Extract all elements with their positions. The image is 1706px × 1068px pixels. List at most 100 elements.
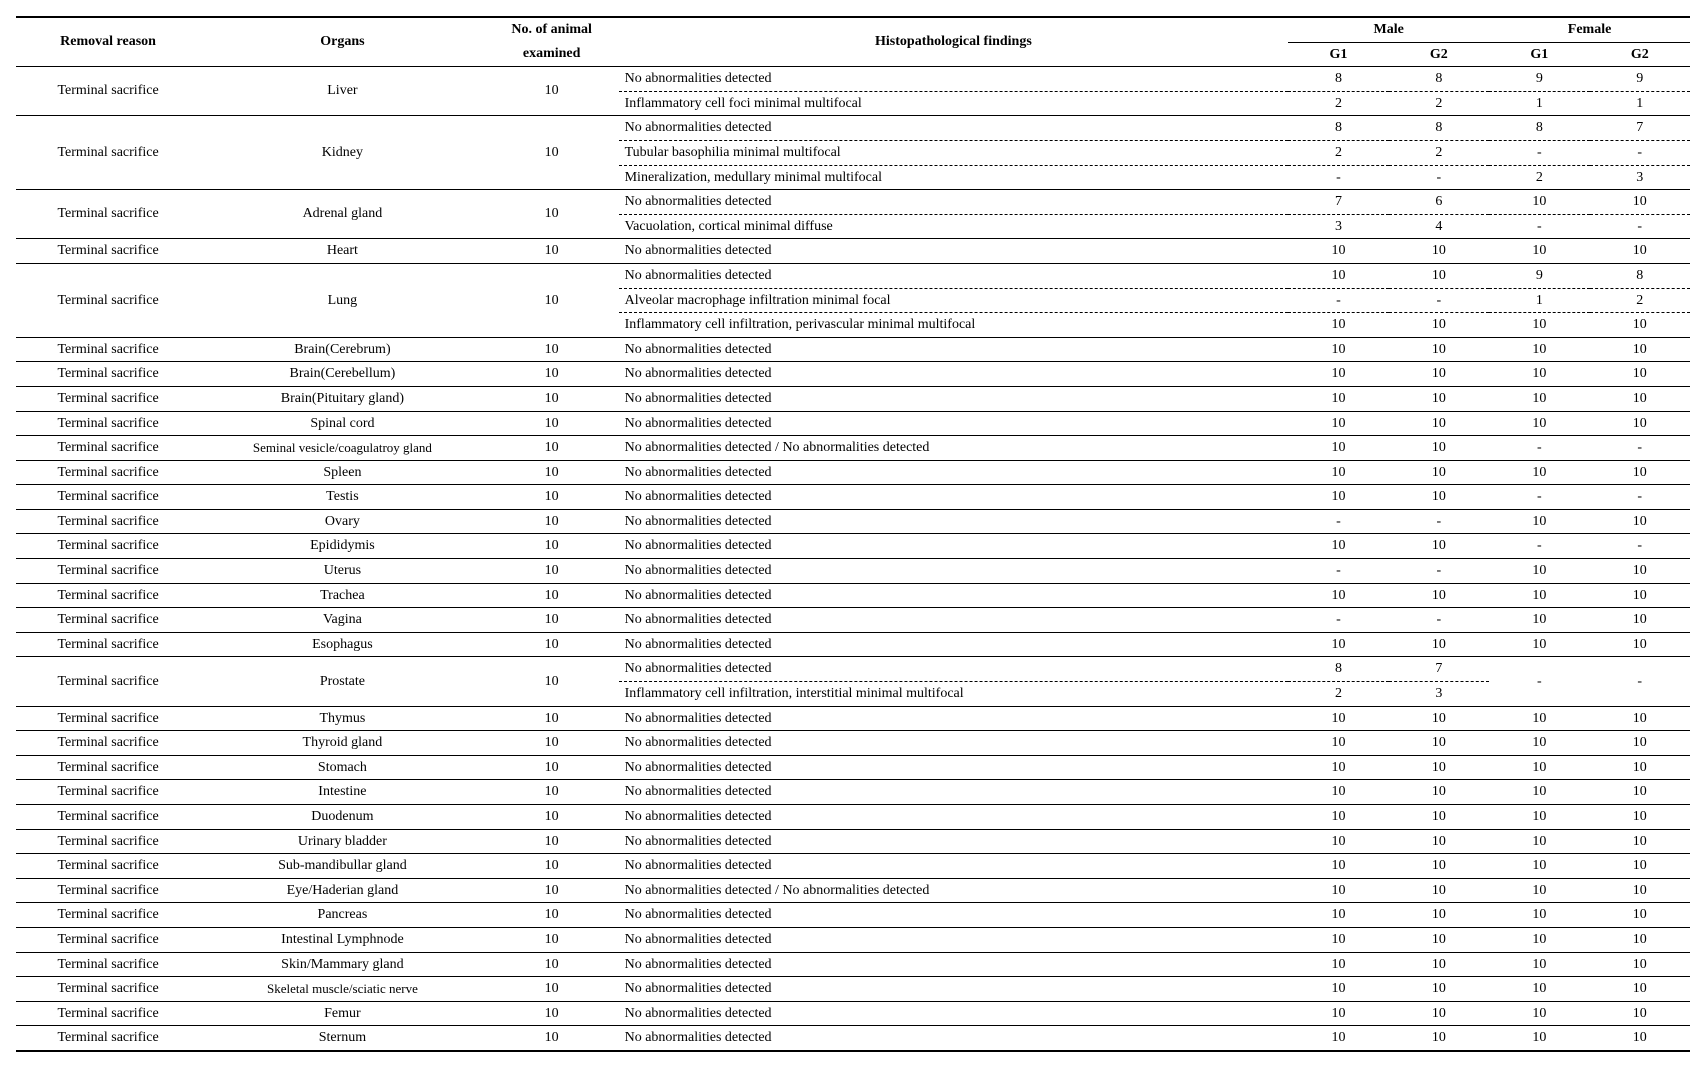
removal: Terminal sacrifice — [16, 632, 200, 657]
cell: 10 — [1288, 583, 1388, 608]
finding: No abnormalities detected — [619, 706, 1289, 731]
cell: 10 — [1489, 460, 1589, 485]
cell: 10 — [1389, 927, 1489, 952]
cell: 3 — [1288, 214, 1388, 239]
hdr-mg1: G1 — [1288, 42, 1388, 67]
cell: 10 — [1590, 559, 1690, 584]
finding: No abnormalities detected — [619, 263, 1289, 288]
finding: No abnormalities detected — [619, 67, 1289, 92]
n: 10 — [485, 411, 619, 436]
cell: 2 — [1389, 140, 1489, 165]
cell: 10 — [1590, 977, 1690, 1002]
organ: Sternum — [200, 1026, 485, 1051]
organ: Epididymis — [200, 534, 485, 559]
organ: Prostate — [200, 657, 485, 706]
cell: 10 — [1590, 411, 1690, 436]
n: 10 — [485, 903, 619, 928]
removal: Terminal sacrifice — [16, 337, 200, 362]
removal: Terminal sacrifice — [16, 829, 200, 854]
cell: 10 — [1489, 706, 1589, 731]
cell: 10 — [1590, 780, 1690, 805]
cell: 10 — [1288, 632, 1388, 657]
finding: No abnormalities detected — [619, 632, 1289, 657]
cell: - — [1389, 559, 1489, 584]
table-row: Terminal sacrifice Kidney 10 No abnormal… — [16, 116, 1690, 141]
organ: Esophagus — [200, 632, 485, 657]
cell: 9 — [1590, 67, 1690, 92]
cell: - — [1489, 214, 1589, 239]
hdr-organs: Organs — [200, 17, 485, 67]
table-row: Terminal sacrifice Epididymis 10 No abno… — [16, 534, 1690, 559]
cell: 10 — [1590, 805, 1690, 830]
cell: 10 — [1288, 534, 1388, 559]
cell: 10 — [1590, 362, 1690, 387]
cell: 10 — [1489, 731, 1589, 756]
table-body: Terminal sacrifice Liver 10 No abnormali… — [16, 67, 1690, 1051]
cell: 10 — [1590, 755, 1690, 780]
cell: 10 — [1389, 903, 1489, 928]
cell: - — [1489, 485, 1589, 510]
cell: 10 — [1288, 485, 1388, 510]
table-row: Terminal sacrifice Eye/Haderian gland 10… — [16, 878, 1690, 903]
n: 10 — [485, 854, 619, 879]
table-row: Terminal sacrifice Lung 10 No abnormalit… — [16, 263, 1690, 288]
cell: 10 — [1288, 927, 1388, 952]
removal: Terminal sacrifice — [16, 386, 200, 411]
table-row: Terminal sacrifice Vagina 10 No abnormal… — [16, 608, 1690, 633]
n: 10 — [485, 559, 619, 584]
cell: 10 — [1590, 632, 1690, 657]
cell: 1 — [1489, 91, 1589, 116]
cell: 10 — [1288, 313, 1388, 338]
cell: 10 — [1389, 411, 1489, 436]
cell: 10 — [1389, 386, 1489, 411]
finding: No abnormalities detected — [619, 386, 1289, 411]
finding: No abnormalities detected — [619, 977, 1289, 1002]
cell: 8 — [1288, 657, 1388, 682]
table-row: Terminal sacrifice Urinary bladder 10 No… — [16, 829, 1690, 854]
finding: No abnormalities detected — [619, 1026, 1289, 1051]
cell: 8 — [1590, 263, 1690, 288]
organ: Intestine — [200, 780, 485, 805]
organ: Femur — [200, 1001, 485, 1026]
organ: Uterus — [200, 559, 485, 584]
table-row: Terminal sacrifice Femur 10 No abnormali… — [16, 1001, 1690, 1026]
cell: - — [1489, 657, 1589, 706]
cell: 10 — [1489, 1001, 1589, 1026]
cell: 10 — [1489, 239, 1589, 264]
n: 10 — [485, 952, 619, 977]
cell: 10 — [1389, 977, 1489, 1002]
cell: 2 — [1489, 165, 1589, 190]
cell: 10 — [1389, 239, 1489, 264]
cell: 10 — [1489, 337, 1589, 362]
organ: Skeletal muscle/sciatic nerve — [200, 977, 485, 1002]
table-row: Terminal sacrifice Testis 10 No abnormal… — [16, 485, 1690, 510]
n: 10 — [485, 362, 619, 387]
cell: 10 — [1489, 878, 1589, 903]
cell: 10 — [1389, 829, 1489, 854]
finding: Alveolar macrophage infiltration minimal… — [619, 288, 1289, 313]
table-row: Terminal sacrifice Trachea 10 No abnorma… — [16, 583, 1690, 608]
cell: 10 — [1389, 706, 1489, 731]
finding: No abnormalities detected / No abnormali… — [619, 436, 1289, 461]
hdr-male: Male — [1288, 17, 1489, 42]
removal: Terminal sacrifice — [16, 952, 200, 977]
table-row: Terminal sacrifice Stomach 10 No abnorma… — [16, 755, 1690, 780]
removal: Terminal sacrifice — [16, 509, 200, 534]
n: 10 — [485, 190, 619, 239]
removal: Terminal sacrifice — [16, 67, 200, 116]
finding: No abnormalities detected — [619, 1001, 1289, 1026]
hdr-findings: Histopathological findings — [619, 17, 1289, 67]
cell: 10 — [1489, 313, 1589, 338]
histopathology-table: Removal reason Organs No. of animal Hist… — [16, 16, 1690, 1052]
cell: 10 — [1288, 755, 1388, 780]
table-row: Terminal sacrifice Intestine 10 No abnor… — [16, 780, 1690, 805]
removal: Terminal sacrifice — [16, 583, 200, 608]
table-row: Terminal sacrifice Spinal cord 10 No abn… — [16, 411, 1690, 436]
finding: Inflammatory cell infiltration, intersti… — [619, 682, 1289, 707]
cell: 10 — [1489, 583, 1589, 608]
cell: 2 — [1288, 682, 1388, 707]
finding: No abnormalities detected — [619, 509, 1289, 534]
removal: Terminal sacrifice — [16, 903, 200, 928]
finding: No abnormalities detected — [619, 608, 1289, 633]
finding: No abnormalities detected — [619, 190, 1289, 215]
